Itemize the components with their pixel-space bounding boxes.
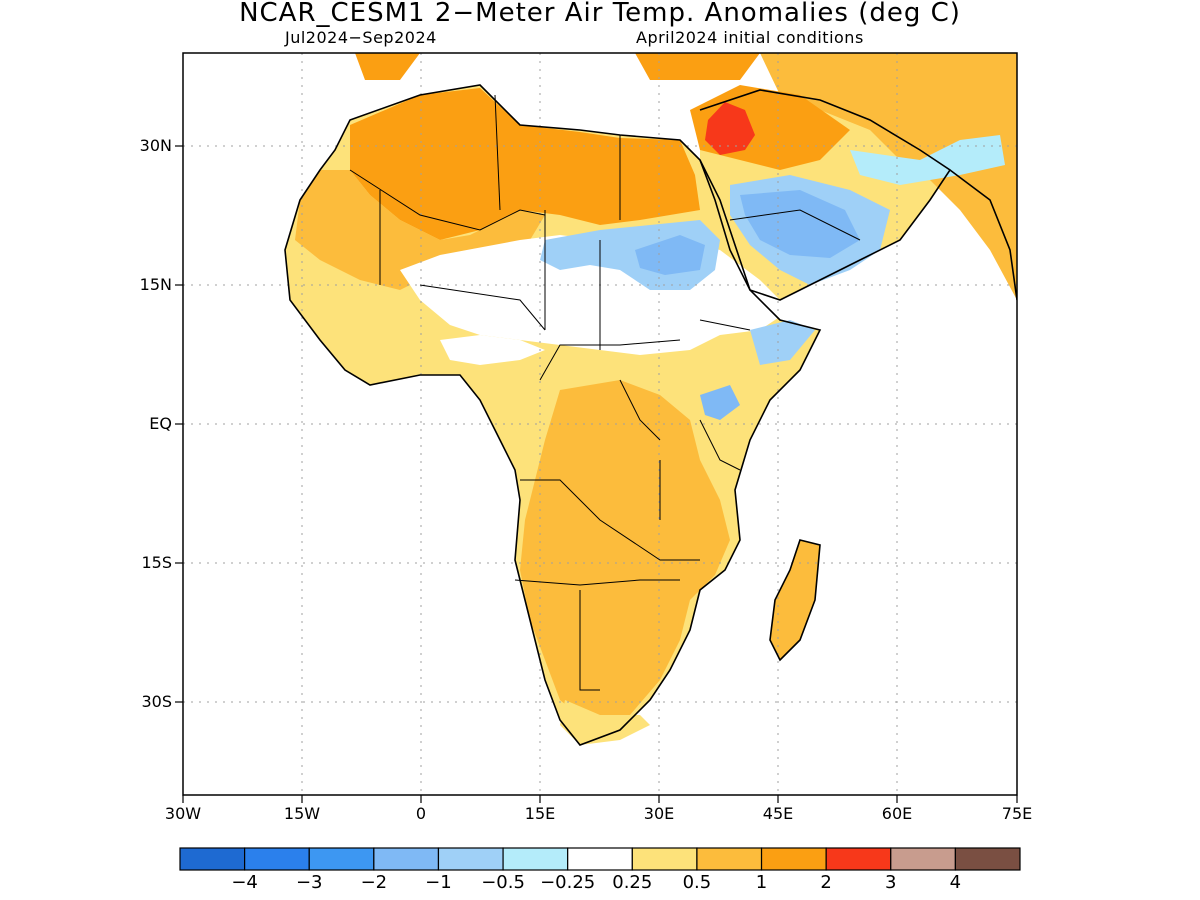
europe-strip [355, 53, 760, 80]
colorbar-swatch [696, 847, 763, 871]
period-subtitle: Jul2024−Sep2024 [285, 28, 437, 47]
colorbar-level-label: −0.5 [481, 872, 525, 893]
colorbar-level-label: −2 [360, 872, 388, 893]
colorbar-level-label: −4 [231, 872, 258, 893]
colorbar-swatch [179, 847, 246, 871]
colorbar-swatch [373, 847, 440, 871]
colorbar-level-label: −1 [425, 872, 452, 893]
asia-landmass [760, 53, 1017, 300]
colorbar-level-label: −0.25 [540, 872, 596, 893]
iraq-hotspot [705, 102, 755, 155]
lat-label-eq: EQ [149, 414, 172, 433]
colorbar-swatch [502, 847, 569, 871]
n-africa-warm [350, 88, 700, 240]
lat-label-15s: 15S [141, 553, 172, 572]
sudan-cool-core [635, 235, 705, 275]
guinea-neutral [440, 335, 545, 365]
gulf-cool [850, 135, 1005, 185]
tick-marks [175, 145, 1018, 803]
madagascar [770, 540, 820, 660]
lon-label-75e: 75E [1001, 804, 1033, 823]
lon-label-15w: 15W [283, 804, 321, 823]
coastlines [284, 84, 1017, 746]
colorbar-swatch [890, 847, 956, 871]
horn-cool [750, 320, 815, 365]
lon-label-30w: 30W [164, 804, 202, 823]
colorbar-level-label: 4 [949, 872, 962, 893]
colorbar [179, 847, 1021, 871]
cape-light [560, 700, 650, 745]
lat-label-30s: 30S [141, 692, 172, 711]
nw-africa-mid [295, 170, 545, 290]
anomaly-field [285, 53, 1017, 745]
colorbar-swatch [308, 847, 375, 871]
lon-label-60e: 60E [881, 804, 913, 823]
lon-label-15e: 15E [524, 804, 556, 823]
colorbar-swatch [825, 847, 892, 871]
colorbar-level-label: 0.25 [612, 872, 653, 893]
colorbar-swatch [567, 847, 633, 871]
lon-label-30e: 30E [643, 804, 675, 823]
colorbar-swatch [631, 847, 698, 871]
colorbar-swatch [760, 847, 827, 871]
map-title: NCAR_CESM1 2−Meter Air Temp. Anomalies (… [239, 0, 961, 28]
colorbar-level-label: 2 [820, 872, 832, 893]
lon-label-0: 0 [415, 804, 427, 823]
country-borders [349, 94, 861, 691]
central-africa-warm [520, 380, 730, 725]
lake-cool [700, 385, 740, 420]
lat-label-30n: 30N [139, 136, 172, 155]
lon-label-45e: 45E [762, 804, 794, 823]
colorbar-swatch [244, 847, 310, 871]
colorbar-swatch [954, 847, 1021, 871]
initial-conditions-subtitle: April2024 initial conditions [636, 28, 864, 47]
arabia-cool-core [740, 190, 860, 258]
colorbar-level-label: 3 [885, 872, 897, 893]
lat-label-15n: 15N [139, 275, 172, 294]
colorbar-level-label: 1 [755, 872, 768, 893]
colorbar-swatch [437, 847, 504, 871]
colorbar-level-label: 0.5 [682, 872, 712, 893]
colorbar-level-label: −3 [295, 872, 323, 893]
